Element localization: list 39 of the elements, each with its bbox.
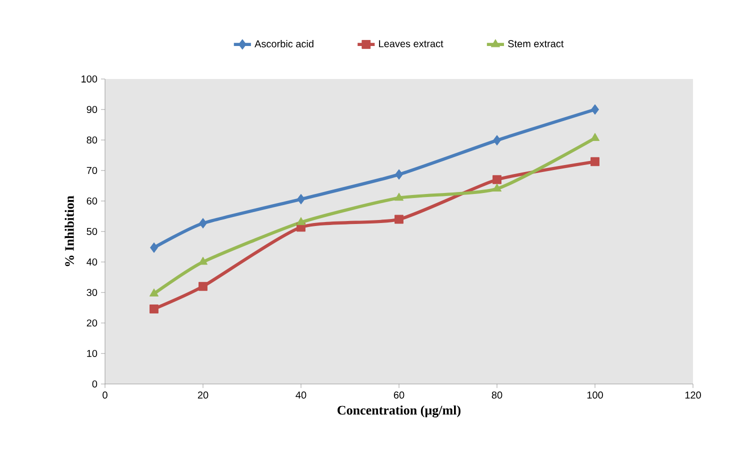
x-tick-label: 60 — [394, 392, 404, 399]
point — [149, 288, 159, 296]
point — [150, 304, 158, 314]
point — [395, 169, 403, 180]
x-tick-label: 80 — [492, 392, 502, 399]
point — [199, 218, 208, 229]
point — [492, 184, 502, 192]
legend-label: Ascorbic acid — [254, 40, 314, 48]
x-tick-label: 100 — [587, 392, 603, 399]
y-tick-label: 70 — [86, 166, 98, 174]
y-tick-label: 30 — [86, 288, 98, 296]
point — [394, 192, 404, 201]
x-tick-label: 40 — [296, 392, 306, 399]
y-tick-label: 40 — [86, 258, 98, 266]
point — [590, 132, 600, 141]
point — [590, 157, 600, 166]
point — [198, 282, 208, 291]
point — [297, 194, 305, 204]
y-tick-label: 80 — [86, 136, 98, 144]
x-tick-label: 20 — [198, 392, 208, 399]
point — [492, 175, 502, 184]
y-tick-label: 0 — [92, 380, 98, 388]
x-tick-label: 120 — [685, 392, 701, 399]
legend-label: Leaves extract — [379, 40, 444, 48]
legend-label: Stem extract — [508, 40, 564, 48]
x-tick-label: 0 — [102, 392, 108, 399]
point — [590, 104, 599, 115]
point — [493, 135, 501, 146]
point — [150, 242, 158, 253]
y-axis-title: % Inhibition — [64, 196, 74, 266]
x-axis-title: Concentration (µg/ml) — [338, 405, 460, 418]
y-tick-label: 90 — [86, 106, 98, 114]
point — [296, 217, 306, 226]
y-tick-label: 50 — [86, 228, 98, 236]
y-tick-label: 20 — [86, 319, 98, 327]
y-tick-label: 60 — [86, 197, 98, 205]
y-tick-label: 100 — [82, 75, 98, 83]
y-tick-label: 10 — [87, 350, 98, 358]
point — [394, 214, 404, 224]
